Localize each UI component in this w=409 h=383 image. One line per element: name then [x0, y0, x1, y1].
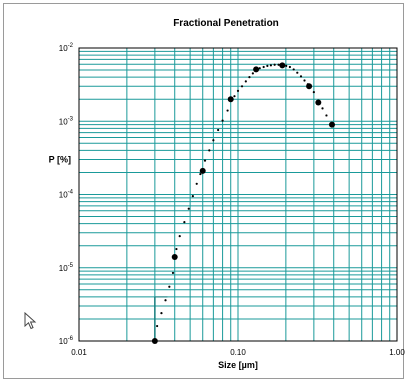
- data-point-small: [244, 80, 247, 83]
- data-point-small: [266, 64, 269, 67]
- data-point-small: [273, 63, 276, 66]
- data-point-small: [208, 149, 211, 152]
- y-tick-label: 10-2: [59, 43, 74, 53]
- data-point-small: [195, 182, 198, 185]
- data-point-small: [312, 91, 315, 94]
- y-axis-label: P [%]: [49, 155, 71, 165]
- data-point-small: [217, 128, 220, 132]
- data-point-small: [221, 119, 224, 122]
- data-point-small: [299, 75, 303, 78]
- data-point-small: [212, 139, 215, 142]
- data-point-small: [236, 89, 240, 92]
- x-tick-label: 1.00: [389, 348, 405, 357]
- data-point-small: [183, 220, 186, 224]
- data-point-small: [187, 207, 190, 210]
- data-point-small: [233, 95, 236, 98]
- data-point-small: [251, 72, 254, 75]
- y-tick-labels: 10-2 10-3 10-4 10-5 10-6: [59, 43, 74, 346]
- data-point-small: [325, 114, 328, 117]
- x-tick-label: 0.10: [230, 348, 246, 357]
- data-point-small: [160, 312, 163, 315]
- data-point-small: [248, 76, 251, 79]
- data-point-large: [151, 338, 158, 344]
- data-point-small: [292, 68, 295, 71]
- data-point-small: [303, 79, 306, 82]
- data-point-large: [279, 62, 286, 69]
- data-point-small: [277, 63, 280, 66]
- data-point-small: [321, 107, 324, 110]
- data-point-small: [156, 324, 159, 328]
- data-point-small: [203, 159, 207, 162]
- grid-lines: [79, 48, 397, 341]
- data-point-small: [175, 247, 178, 251]
- data-point-small: [171, 271, 175, 275]
- y-tick-label: 10-3: [59, 116, 74, 126]
- y-tick-label: 10-6: [59, 336, 74, 346]
- data-point-small: [269, 64, 272, 67]
- data-point-small: [306, 83, 309, 86]
- chart-title: Fractional Penetration: [173, 18, 279, 29]
- y-tick-label: 10-4: [59, 190, 74, 200]
- data-point-large: [171, 254, 178, 261]
- data-point-small: [240, 85, 244, 88]
- data-point-small: [168, 285, 171, 288]
- data-point-large: [315, 99, 322, 106]
- data-point-small: [258, 67, 261, 70]
- data-point-small: [285, 64, 288, 67]
- drop-line-layer: [154, 296, 168, 341]
- data-point-large: [253, 66, 260, 73]
- data-point-small: [191, 195, 194, 198]
- x-tick-labels: 0.01 0.10 1.00: [71, 348, 405, 357]
- plot-frame: [78, 47, 398, 342]
- data-point-small: [178, 235, 181, 238]
- data-point-large: [227, 96, 234, 103]
- data-point-large: [199, 167, 206, 174]
- y-tick-label: 10-5: [59, 263, 74, 273]
- data-point-small: [199, 172, 202, 176]
- data-point-small: [288, 65, 291, 69]
- data-point-small: [262, 65, 265, 69]
- data-points: [151, 62, 335, 344]
- data-point-small: [296, 71, 299, 74]
- data-point-small: [226, 109, 229, 112]
- chart-window: [3, 3, 404, 379]
- data-point-small: [164, 299, 167, 302]
- x-tick-label: 0.01: [71, 348, 87, 357]
- mouse-pointer-icon: [24, 312, 37, 330]
- x-axis-label: Size [µm]: [218, 360, 258, 370]
- data-point-large: [328, 121, 335, 128]
